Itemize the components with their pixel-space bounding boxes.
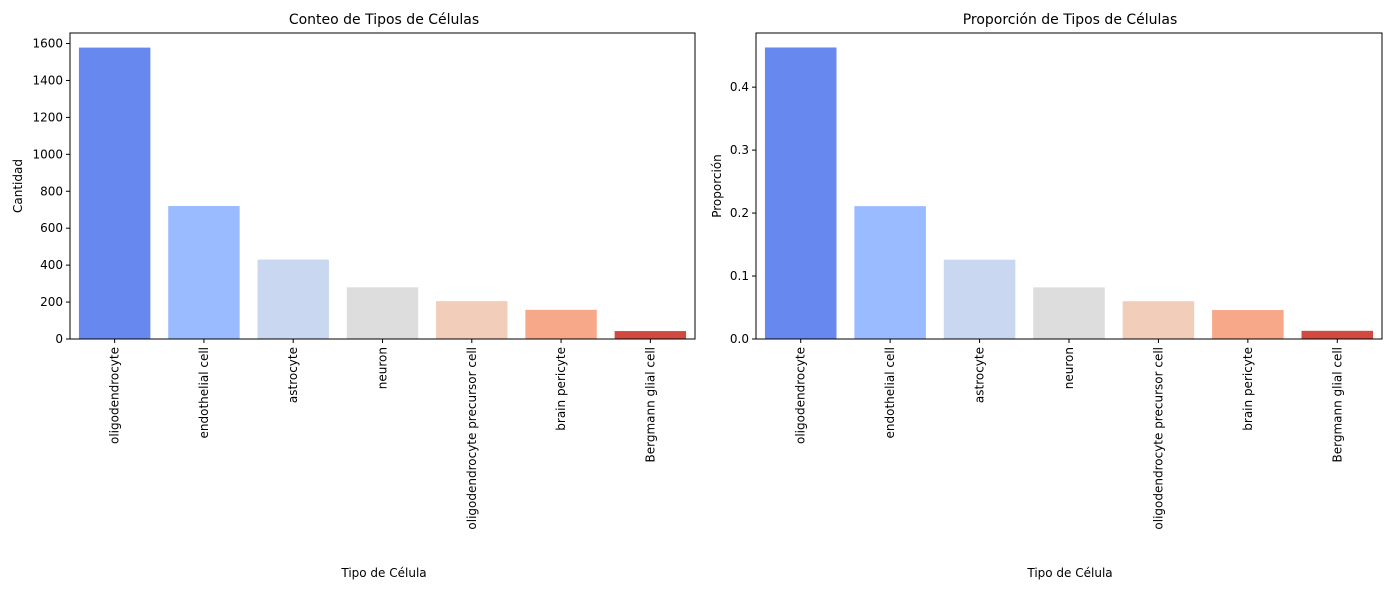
y-tick-label: 1400 — [32, 73, 63, 87]
y-tick-label: 200 — [40, 295, 63, 309]
x-tick-label: Bergmann glial cell — [1330, 347, 1344, 462]
bar — [1033, 287, 1105, 339]
bar-group — [764, 47, 1374, 340]
y-tick-label: 0.1 — [730, 269, 749, 283]
y-tick-label: 0.2 — [730, 206, 749, 220]
y-tick-label: 1200 — [32, 110, 63, 124]
x-tick-label: neuron — [376, 347, 390, 389]
y-tick-label: 800 — [40, 184, 63, 198]
y-tick-label: 0 — [55, 332, 63, 346]
bar — [525, 309, 597, 339]
proportion-chart: Proporción de Tipos de Células Proporció… — [710, 12, 1383, 580]
x-tick-label: oligodendrocyte — [108, 347, 122, 444]
y-tick-label: 600 — [40, 221, 63, 235]
x-tick-label: brain pericyte — [554, 347, 568, 431]
y-ticks: 0.0 0.1 0.2 0.3 0.4 — [730, 80, 756, 346]
y-tick-label: 0.3 — [730, 143, 749, 157]
y-tick-label: 0.4 — [730, 80, 749, 94]
x-tick-label: endothelial cell — [883, 347, 897, 438]
x-tick-label: oligodendrocyte precursor cell — [1151, 347, 1165, 530]
y-tick-label: 1600 — [32, 37, 63, 51]
bar — [168, 206, 240, 339]
bar — [854, 206, 926, 339]
bar — [943, 259, 1016, 339]
chart-title: Conteo de Tipos de Células — [289, 12, 479, 28]
x-axis-label: Tipo de Célula — [340, 566, 426, 580]
y-ticks: 0 200 400 600 800 1000 1200 1400 1600 — [32, 37, 70, 346]
bar — [346, 287, 419, 339]
bar — [257, 259, 329, 339]
bar-group — [78, 47, 687, 339]
bar — [1122, 301, 1195, 339]
y-tick-label: 400 — [40, 258, 63, 272]
y-axis-label: Cantidad — [11, 159, 25, 213]
bar — [764, 47, 837, 340]
plot-frame — [755, 32, 1383, 340]
x-tick-label: oligodendrocyte precursor cell — [465, 347, 479, 530]
bar — [436, 301, 508, 339]
x-ticks: oligodendrocyte endothelial cell astrocyte… — [794, 339, 1344, 530]
chart-title: Proporción de Tipos de Células — [963, 12, 1178, 28]
x-tick-label: Bergmann glial cell — [643, 347, 657, 462]
bar — [78, 47, 151, 339]
y-tick-label: 0.0 — [730, 332, 749, 346]
bar — [614, 331, 687, 339]
x-tick-label: oligodendrocyte — [794, 347, 808, 444]
count-chart: Conteo de Tipos de Células Cantidad Tipo… — [11, 12, 696, 580]
x-tick-label: brain pericyte — [1241, 347, 1255, 431]
bar — [1212, 310, 1284, 339]
x-ticks: oligodendrocyte endothelial cell astrocyte… — [108, 339, 657, 530]
x-tick-label: endothelial cell — [197, 347, 211, 438]
x-tick-label: astrocyte — [286, 347, 300, 403]
y-tick-label: 1000 — [32, 147, 63, 161]
x-tick-label: neuron — [1062, 347, 1076, 389]
y-axis-label: Proporción — [710, 154, 724, 218]
x-axis-label: Tipo de Célula — [1026, 566, 1112, 580]
bar — [1301, 330, 1374, 339]
x-tick-label: astrocyte — [973, 347, 987, 403]
plot-frame — [69, 32, 696, 340]
